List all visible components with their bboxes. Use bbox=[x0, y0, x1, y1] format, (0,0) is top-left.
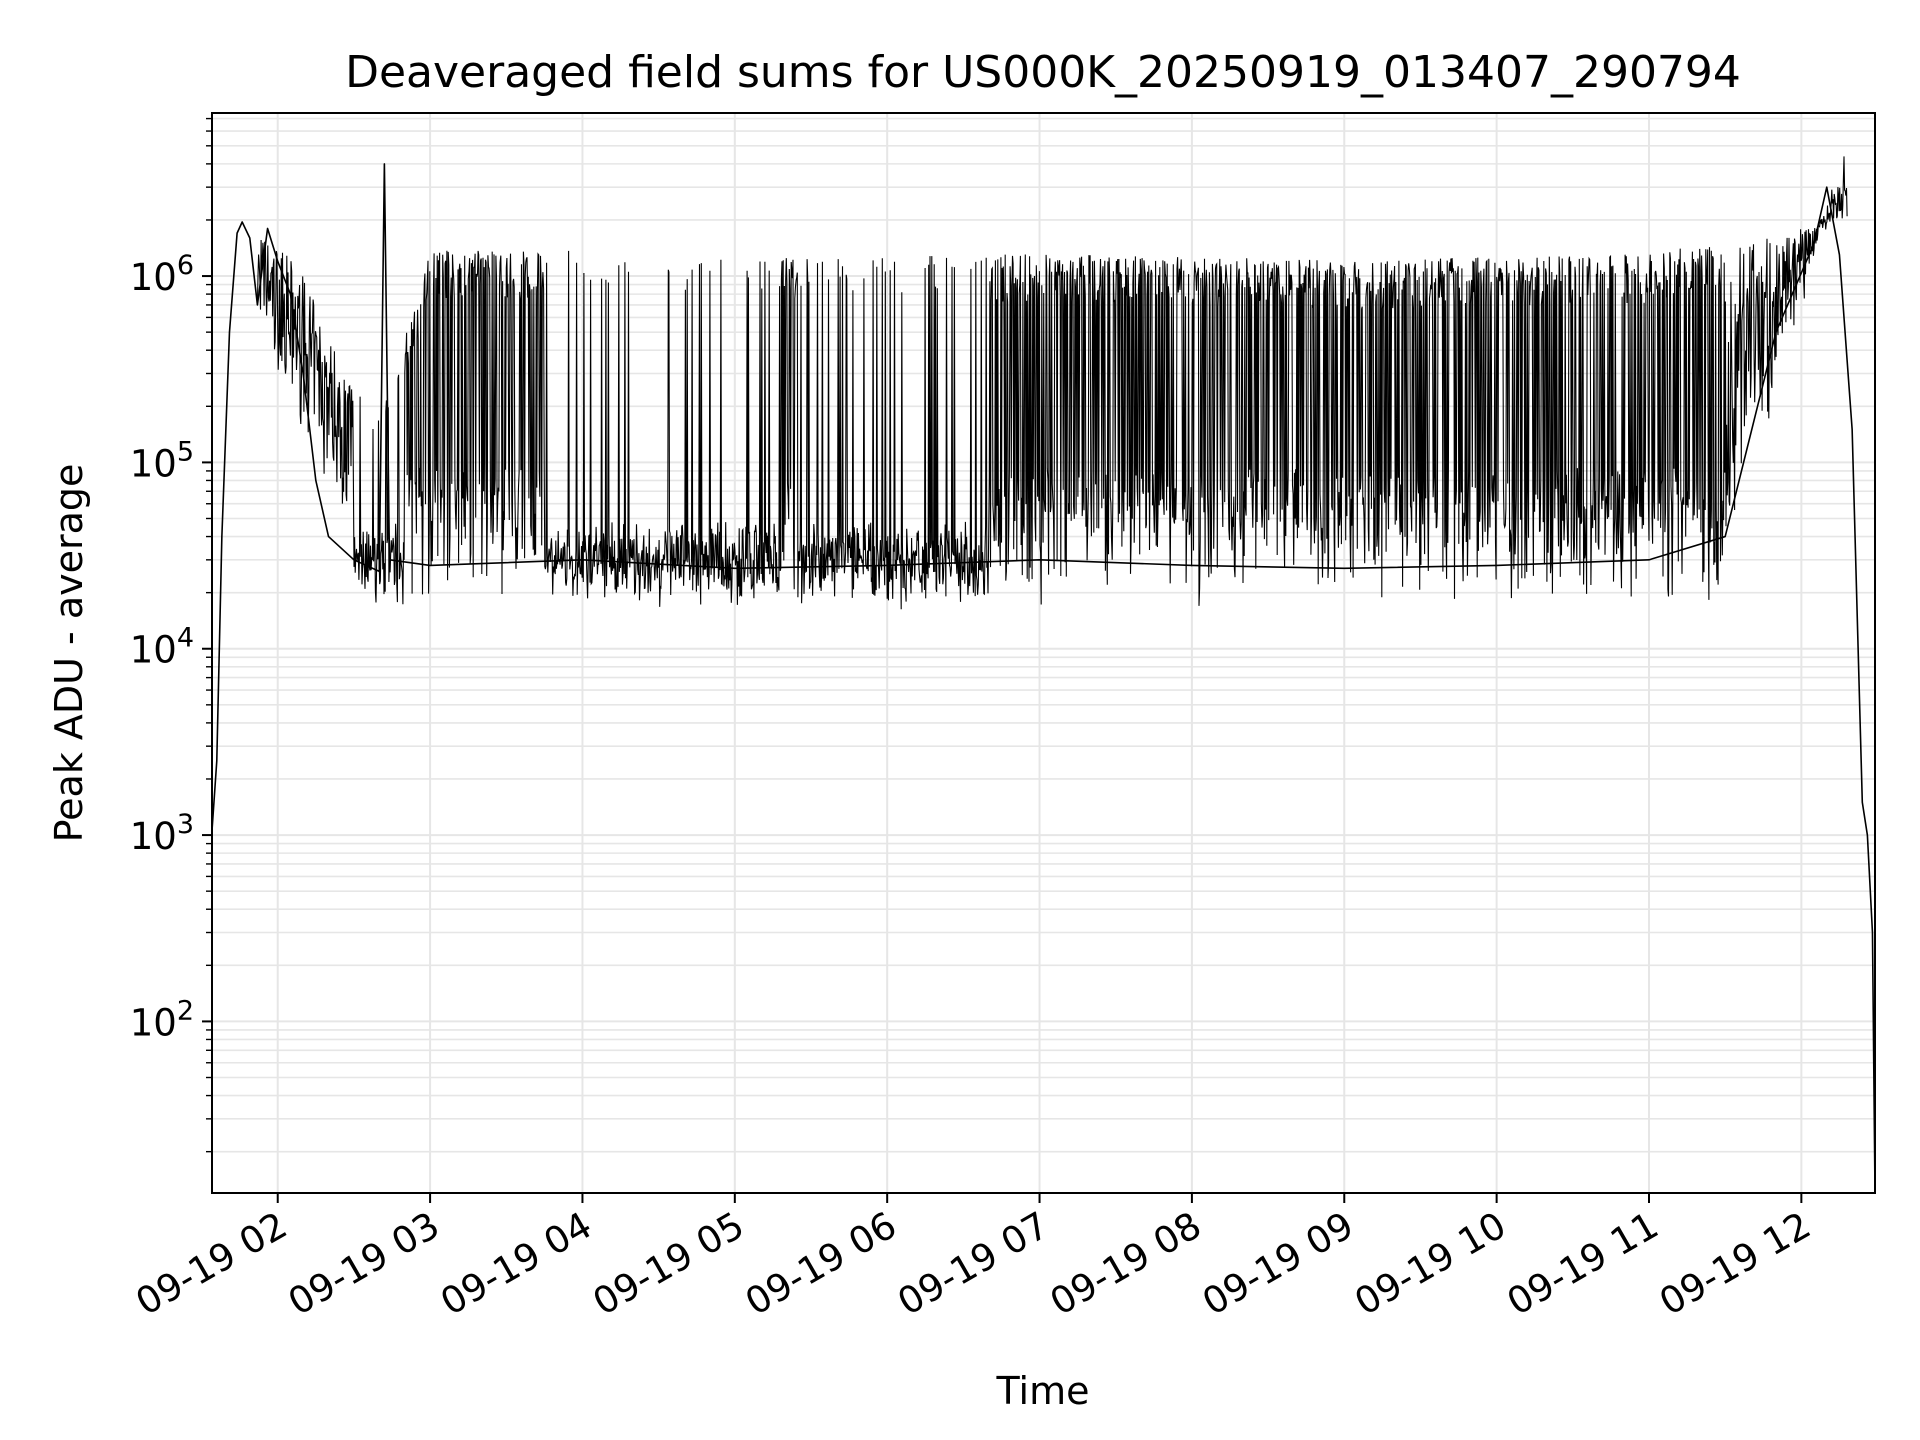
y-axis-label: Peak ADU - average bbox=[47, 464, 91, 843]
series-group bbox=[212, 156, 1875, 1193]
plot-frame bbox=[211, 112, 1876, 1194]
x-axis-label: Time bbox=[996, 1369, 1090, 1413]
plot-area bbox=[212, 156, 1875, 1193]
y-tick-label: 104 bbox=[130, 623, 194, 672]
chart-title: Deaveraged field sums for US000K_2025091… bbox=[345, 47, 1741, 98]
series-line bbox=[212, 163, 1875, 1193]
series-oscillation bbox=[256, 156, 1848, 610]
y-axis: 102 103 104 105 106 bbox=[130, 117, 212, 1153]
y-tick-label: 106 bbox=[130, 250, 194, 299]
y-tick-label: 102 bbox=[130, 995, 194, 1044]
y-tick-label: 105 bbox=[130, 436, 194, 485]
y-tick-label: 103 bbox=[130, 809, 194, 858]
